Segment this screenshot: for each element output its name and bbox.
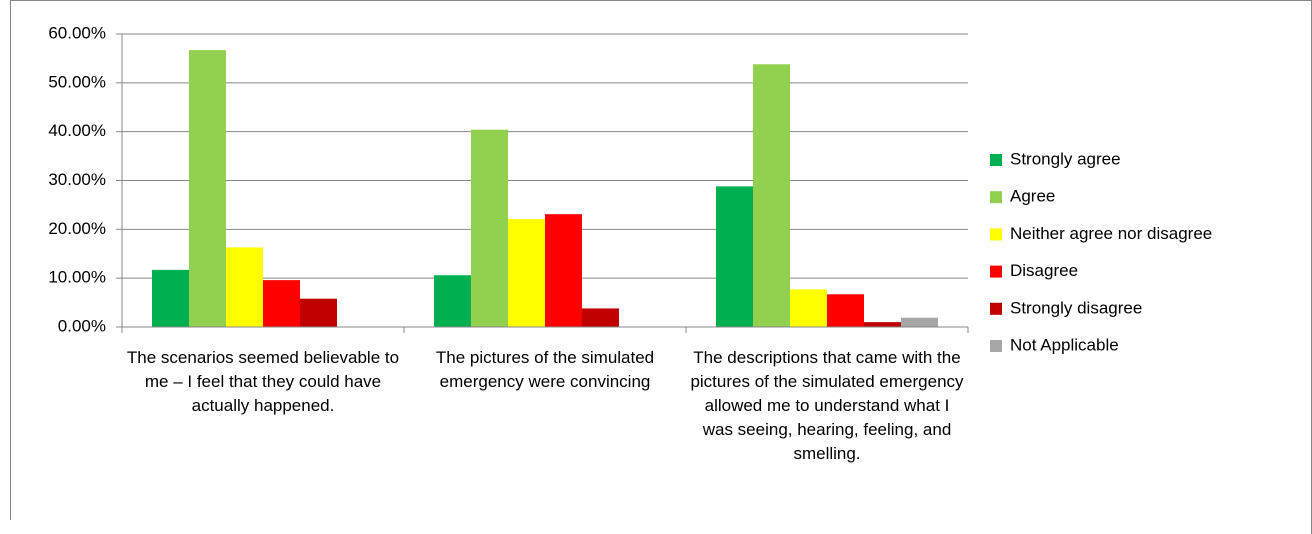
y-tick-label: 20.00% [48,219,106,238]
legend-label: Strongly disagree [1010,298,1142,317]
bar [716,186,753,327]
legend-swatch [990,302,1002,315]
x-tick-label: The descriptions that came with the pict… [690,348,964,463]
legend-swatch [990,228,1002,241]
bar [226,247,263,327]
y-tick-label: 30.00% [48,170,106,189]
bar [864,322,901,327]
bar [189,50,226,328]
bar [152,269,189,327]
bar [545,214,582,327]
x-tick-label: The pictures of the simulated emergency … [435,348,655,391]
legend-swatch [990,154,1002,166]
legend-swatch [990,265,1002,278]
bar [300,298,337,327]
bar [471,129,508,327]
bar [508,219,545,327]
y-tick-label: 60.00% [48,23,106,42]
bar [901,317,938,327]
bar [263,280,300,327]
y-tick-label: 0.00% [58,316,106,335]
bar [790,289,827,327]
bar [582,308,619,327]
legend-label: Disagree [1010,261,1078,280]
legend-label: Neither agree nor disagree [1010,224,1212,243]
legend-label: Strongly agree [1010,149,1121,168]
bar [827,294,864,327]
y-tick-label: 40.00% [48,121,106,140]
legend-swatch [990,191,1002,204]
legend-label: Agree [1010,187,1055,206]
legend-swatch [990,340,1002,352]
y-tick-label: 50.00% [48,72,106,91]
bar [434,275,471,327]
y-tick-label: 10.00% [48,268,106,287]
legend-label: Not Applicable [1010,335,1119,354]
x-tick-label: The scenarios seemed believable to me – … [126,348,400,415]
bar [753,64,790,327]
